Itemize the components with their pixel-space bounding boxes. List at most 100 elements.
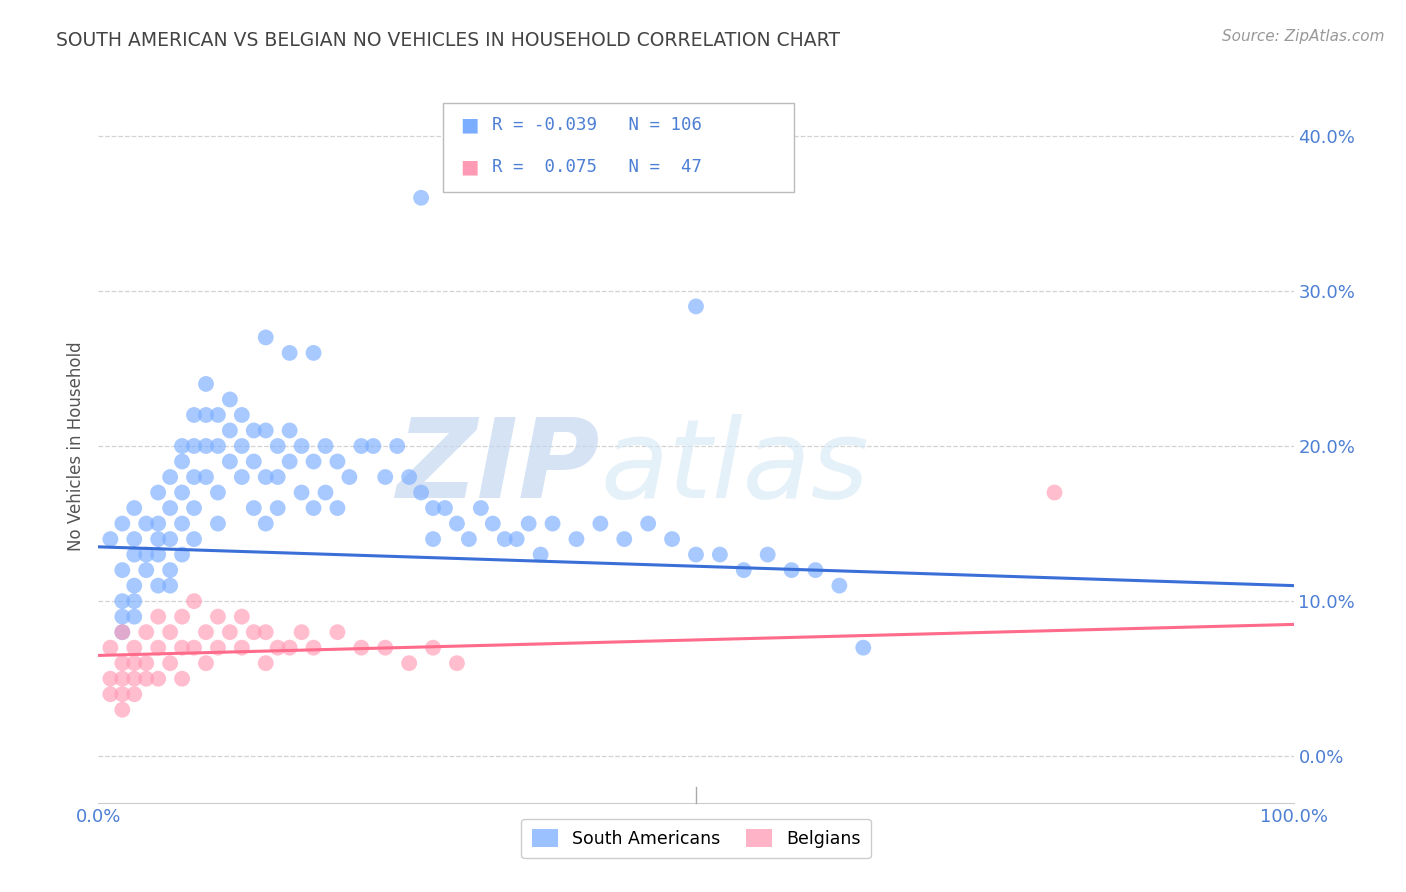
Point bbox=[172, 640, 194, 655]
Point bbox=[385, 439, 409, 453]
Point bbox=[315, 439, 337, 453]
Point bbox=[243, 625, 266, 640]
Point bbox=[111, 625, 134, 640]
Point bbox=[411, 191, 433, 205]
Point bbox=[780, 563, 803, 577]
Point bbox=[302, 501, 325, 516]
Point bbox=[183, 439, 205, 453]
Point bbox=[111, 625, 134, 640]
Point bbox=[231, 640, 253, 655]
Point bbox=[159, 579, 181, 593]
Point bbox=[148, 548, 170, 562]
Point bbox=[422, 501, 444, 516]
Point bbox=[637, 516, 659, 531]
Point bbox=[172, 454, 194, 468]
Point bbox=[124, 548, 146, 562]
Point bbox=[243, 501, 266, 516]
Point bbox=[231, 408, 253, 422]
Point bbox=[254, 330, 277, 344]
Point bbox=[172, 609, 194, 624]
Point bbox=[326, 501, 349, 516]
Point bbox=[756, 548, 779, 562]
Point bbox=[302, 346, 325, 360]
Point bbox=[565, 532, 588, 546]
Point bbox=[302, 454, 325, 468]
Point bbox=[254, 656, 277, 670]
Point bbox=[267, 439, 290, 453]
Point bbox=[172, 516, 194, 531]
Point bbox=[183, 408, 205, 422]
Point bbox=[374, 470, 396, 484]
Point bbox=[363, 439, 385, 453]
Point bbox=[733, 563, 755, 577]
Point bbox=[219, 454, 242, 468]
Point bbox=[470, 501, 492, 516]
Point bbox=[243, 424, 266, 438]
Point bbox=[267, 470, 290, 484]
Text: Source: ZipAtlas.com: Source: ZipAtlas.com bbox=[1222, 29, 1385, 44]
Point bbox=[195, 408, 218, 422]
Point bbox=[183, 532, 205, 546]
Point bbox=[326, 625, 349, 640]
Point bbox=[541, 516, 564, 531]
Point bbox=[148, 516, 170, 531]
Point bbox=[398, 470, 420, 484]
Point bbox=[291, 625, 314, 640]
Point bbox=[124, 687, 146, 701]
Point bbox=[111, 516, 134, 531]
Point bbox=[207, 640, 229, 655]
Point bbox=[159, 656, 181, 670]
Point bbox=[339, 470, 361, 484]
Point bbox=[111, 672, 134, 686]
Point bbox=[254, 470, 277, 484]
Text: R =  0.075   N =  47: R = 0.075 N = 47 bbox=[492, 158, 702, 176]
Point bbox=[685, 299, 707, 313]
Point bbox=[446, 516, 468, 531]
Text: atlas: atlas bbox=[600, 414, 869, 521]
Point bbox=[195, 439, 218, 453]
Point bbox=[148, 579, 170, 593]
Point bbox=[494, 532, 516, 546]
Point bbox=[195, 470, 218, 484]
Point bbox=[159, 470, 181, 484]
Point bbox=[195, 625, 218, 640]
Point bbox=[98, 687, 122, 701]
Point bbox=[267, 501, 290, 516]
Legend: South Americans, Belgians: South Americans, Belgians bbox=[522, 819, 870, 858]
Point bbox=[159, 625, 181, 640]
Point bbox=[135, 625, 157, 640]
Point bbox=[183, 640, 205, 655]
Point bbox=[278, 454, 301, 468]
Point bbox=[326, 454, 349, 468]
Point bbox=[135, 672, 157, 686]
Point bbox=[124, 501, 146, 516]
Point bbox=[98, 532, 122, 546]
Point bbox=[124, 672, 146, 686]
Point bbox=[207, 439, 229, 453]
Point bbox=[148, 485, 170, 500]
Point bbox=[135, 656, 157, 670]
Point bbox=[124, 640, 146, 655]
Point bbox=[231, 439, 253, 453]
Point bbox=[254, 516, 277, 531]
Point bbox=[111, 656, 134, 670]
Point bbox=[148, 532, 170, 546]
Point bbox=[111, 703, 134, 717]
Point bbox=[159, 563, 181, 577]
Point bbox=[350, 640, 373, 655]
Text: ■: ■ bbox=[460, 157, 478, 177]
Point bbox=[291, 485, 314, 500]
Point bbox=[231, 470, 253, 484]
Point bbox=[172, 672, 194, 686]
Point bbox=[111, 609, 134, 624]
Point bbox=[111, 687, 134, 701]
Point bbox=[159, 501, 181, 516]
Point bbox=[124, 579, 146, 593]
Point bbox=[350, 439, 373, 453]
Point bbox=[183, 470, 205, 484]
Point bbox=[1043, 485, 1066, 500]
Point bbox=[278, 424, 301, 438]
Point bbox=[422, 532, 444, 546]
Text: ■: ■ bbox=[460, 115, 478, 135]
Point bbox=[159, 532, 181, 546]
